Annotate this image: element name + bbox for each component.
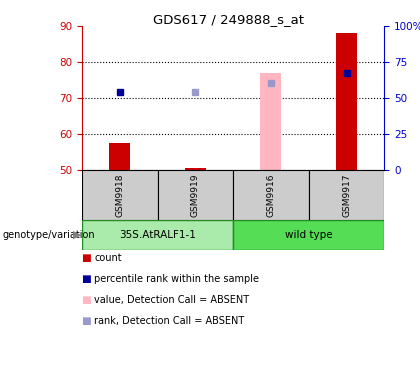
Bar: [233, 220, 384, 250]
Text: ■: ■: [81, 295, 91, 305]
Bar: [309, 170, 384, 220]
Bar: [185, 168, 206, 170]
Text: GSM9916: GSM9916: [266, 173, 276, 217]
Bar: [158, 170, 233, 220]
Bar: [260, 72, 281, 170]
Text: ■: ■: [81, 274, 91, 284]
Text: ■: ■: [81, 316, 91, 326]
Bar: [82, 170, 158, 220]
Text: rank, Detection Call = ABSENT: rank, Detection Call = ABSENT: [94, 316, 245, 326]
Text: GSM9919: GSM9919: [191, 173, 200, 217]
Bar: [336, 33, 357, 170]
Text: value, Detection Call = ABSENT: value, Detection Call = ABSENT: [94, 295, 249, 305]
Bar: [82, 220, 233, 250]
Text: GSM9917: GSM9917: [342, 173, 351, 217]
Text: percentile rank within the sample: percentile rank within the sample: [94, 274, 260, 284]
Text: 35S.AtRALF1-1: 35S.AtRALF1-1: [119, 229, 196, 240]
Text: genotype/variation: genotype/variation: [2, 229, 95, 240]
Bar: [233, 170, 309, 220]
Text: GDS617 / 249888_s_at: GDS617 / 249888_s_at: [153, 13, 304, 26]
Text: ▶: ▶: [74, 229, 82, 240]
Text: wild type: wild type: [285, 229, 333, 240]
Text: count: count: [94, 253, 122, 263]
Bar: [109, 143, 130, 170]
Text: ■: ■: [81, 253, 91, 263]
Text: GSM9918: GSM9918: [115, 173, 124, 217]
